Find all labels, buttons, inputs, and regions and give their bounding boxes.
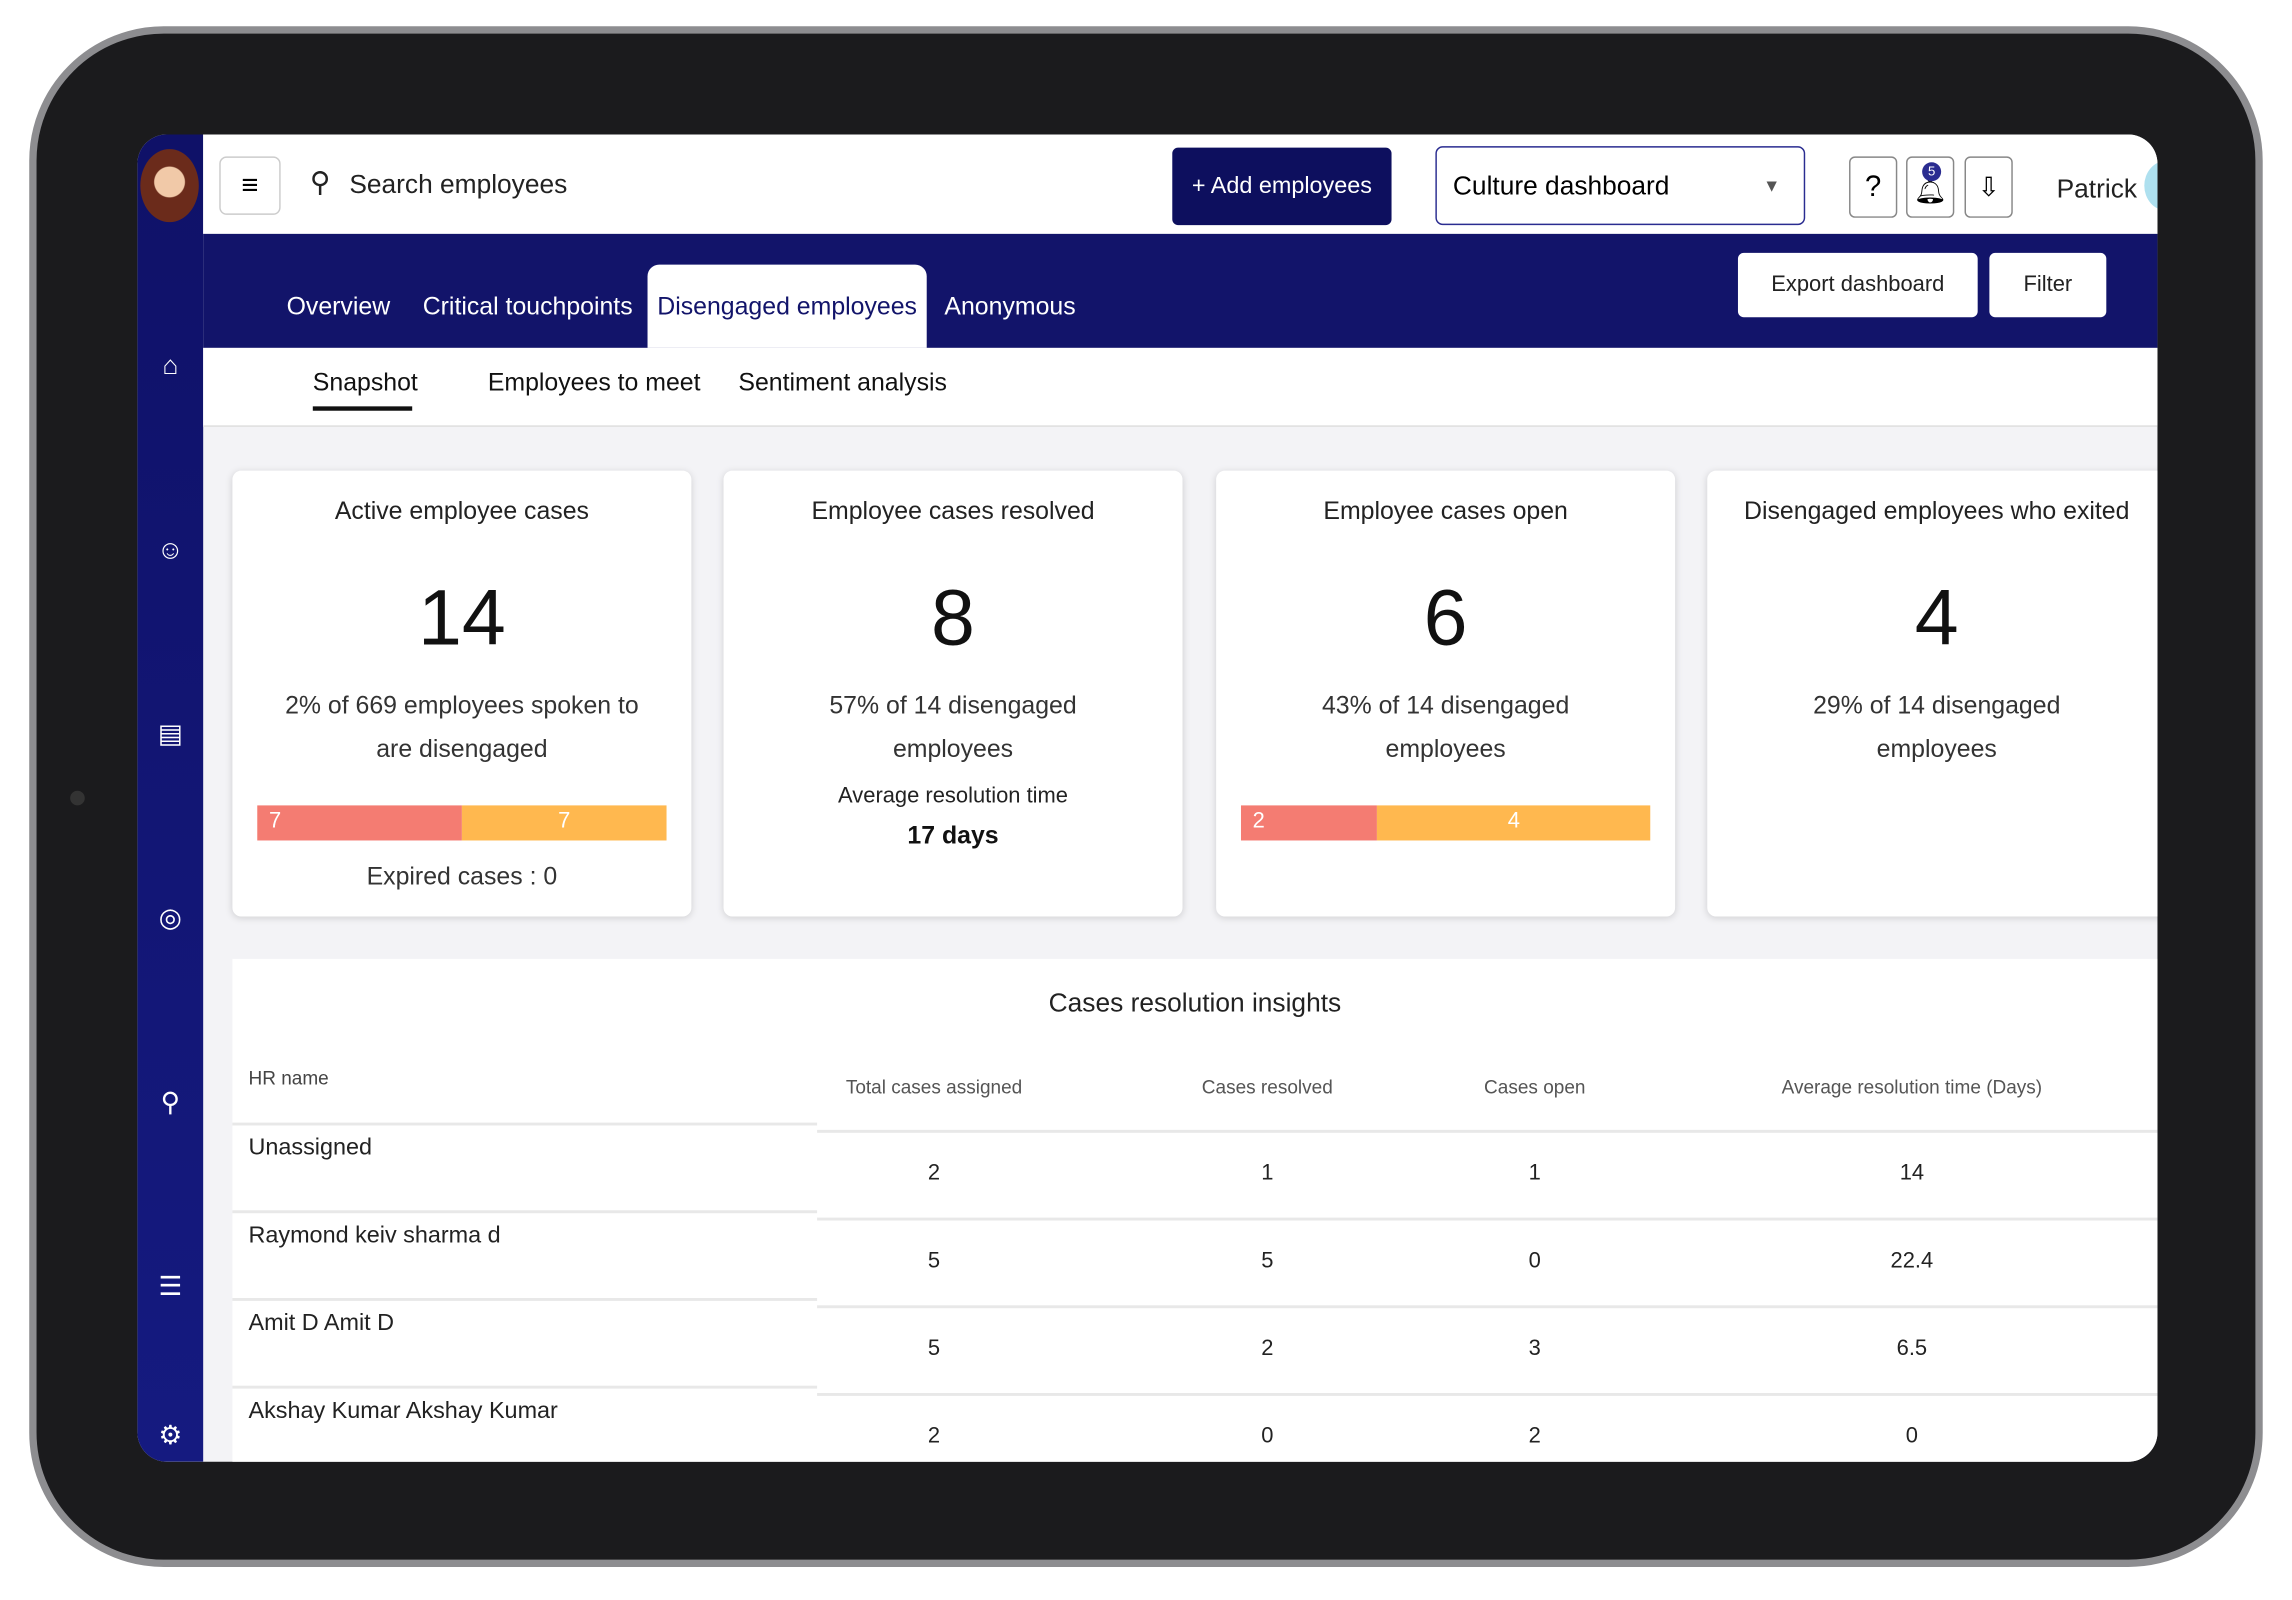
column-header: Cases open bbox=[1484, 1075, 1586, 1098]
column-header: Total cases assigned bbox=[845, 1075, 1023, 1098]
row-divider bbox=[232, 1297, 818, 1301]
bar-segment bbox=[1240, 805, 1378, 841]
bar-segment bbox=[257, 805, 462, 841]
table-cell: 3 bbox=[1528, 1335, 1541, 1361]
card-title: Active employee cases bbox=[334, 496, 589, 525]
table-cell: 2 bbox=[927, 1160, 941, 1186]
tab[interactable]: Overview bbox=[286, 292, 391, 321]
detail-label: Average resolution time bbox=[838, 783, 1069, 809]
card-subtitle: 2% of 669 employees spoken to are diseng… bbox=[285, 691, 639, 764]
table-cell: 0 bbox=[1261, 1423, 1274, 1449]
row-divider bbox=[232, 1385, 818, 1389]
action-button[interactable]: Export dashboard bbox=[1737, 252, 1978, 318]
top-bar: ≡ ⚲ Search employees + Add employees Cul… bbox=[203, 134, 2158, 234]
table-cell: 2 bbox=[927, 1423, 941, 1449]
subtab-bar: Snapshot Employees to meet Sentiment analy… bbox=[203, 347, 2158, 427]
card-footer: Expired cases : 0 bbox=[366, 862, 558, 891]
card-value: 4 bbox=[1914, 574, 1959, 663]
card: Active employee cases 14 2% of 669 employe… bbox=[232, 470, 692, 917]
user-avatar bbox=[2144, 160, 2158, 211]
detail-value: 17 days bbox=[907, 821, 999, 850]
screen: ⌂ ☺ ▤ ◎ ⚲ ☰ ▦ ⚙ ≡ ⚲ Search employees + A… bbox=[137, 134, 2158, 1462]
notification-button[interactable]: 🔔︎ 5 bbox=[1906, 156, 1955, 218]
card-value: 8 bbox=[931, 574, 975, 663]
card: Employee cases resolved 8 57% of 14 diseng… bbox=[723, 470, 1183, 917]
tab[interactable]: Disengaged employees bbox=[647, 264, 927, 348]
settings-icon[interactable]: ⚙ bbox=[158, 1420, 183, 1451]
card: Employee cases open 6 43% of 14 disengaged… bbox=[1216, 470, 1676, 917]
column-header: HR name bbox=[248, 1067, 329, 1089]
hr-name: Unassigned bbox=[248, 1135, 373, 1161]
segment-label: 7 bbox=[558, 808, 571, 834]
table-cell: 1 bbox=[1528, 1160, 1541, 1186]
hr-name: Raymond keiv sharma d bbox=[248, 1223, 501, 1249]
subtab[interactable]: Employees to meet bbox=[487, 368, 701, 397]
card-value: 14 bbox=[417, 574, 506, 663]
tab[interactable]: Critical touchpoints bbox=[422, 292, 633, 321]
action-button[interactable]: Filter bbox=[1989, 252, 2107, 318]
notification-badge: 5 bbox=[1922, 162, 1942, 182]
table-cell: 2 bbox=[1261, 1335, 1274, 1361]
row-divider bbox=[817, 1305, 2158, 1309]
bar-segment bbox=[1377, 805, 1651, 841]
table-cell: 1 bbox=[1261, 1160, 1274, 1186]
subtab[interactable]: Snapshot bbox=[312, 368, 418, 411]
plus: + bbox=[1191, 173, 1211, 199]
column-header: Cases resolved bbox=[1201, 1075, 1333, 1098]
card-title: Disengaged employees who exited bbox=[1744, 496, 2130, 525]
table-cell: 22.4 bbox=[1890, 1248, 1934, 1274]
dashboard-select[interactable]: Culture dashboard ▼ bbox=[1435, 146, 1806, 226]
menu-button[interactable]: ≡ bbox=[219, 156, 281, 215]
card-title: Employee cases open bbox=[1323, 496, 1568, 525]
search-icon: ⚲ bbox=[309, 168, 331, 199]
table-panel: Cases resolution insights HR name Total ca… bbox=[232, 958, 2158, 1462]
help-button[interactable]: ? bbox=[1849, 156, 1898, 218]
download-button[interactable]: ⇩ bbox=[1964, 156, 2013, 218]
segment-label: 7 bbox=[268, 808, 282, 834]
caret: ▼ bbox=[1762, 175, 1781, 196]
table-cell: 5 bbox=[927, 1335, 941, 1361]
hr-name: Amit D Amit D bbox=[248, 1311, 395, 1336]
card-subtitle: 43% of 14 disengaged employees bbox=[1321, 691, 1570, 764]
table-cell: 14 bbox=[1899, 1160, 1925, 1186]
avatar bbox=[140, 149, 199, 223]
table-cell: 0 bbox=[1905, 1423, 1919, 1449]
sidebar: ⌂ ☺ ▤ ◎ ⚲ ☰ ▦ ⚙ bbox=[137, 134, 204, 1462]
column-header: Average resolution time (Days) bbox=[1781, 1075, 2043, 1098]
search-input[interactable]: Search employees bbox=[349, 169, 568, 199]
card-title: Employee cases resolved bbox=[811, 496, 1095, 525]
add-label: Add employees bbox=[1210, 173, 1372, 199]
table-cell: 0 bbox=[1528, 1248, 1541, 1274]
select-label: Culture dashboard bbox=[1452, 171, 1670, 201]
card-value: 6 bbox=[1423, 574, 1468, 663]
segment-label: 4 bbox=[1507, 808, 1520, 834]
table-title: Cases resolution insights bbox=[1048, 988, 1342, 1018]
row-divider bbox=[232, 1122, 818, 1126]
bar-segment bbox=[461, 805, 667, 841]
row-divider bbox=[817, 1129, 2158, 1133]
hr-name: Akshay Kumar Akshay Kumar bbox=[248, 1398, 558, 1424]
add-button[interactable]: + Add employees bbox=[1172, 147, 1392, 226]
camera bbox=[70, 790, 85, 806]
sidebar-icons: ⌂ ☺ ▤ ◎ ⚲ ☰ ▦ bbox=[156, 350, 184, 1462]
table-cell: 2 bbox=[1528, 1423, 1541, 1449]
tab[interactable]: Anonymous bbox=[944, 292, 1076, 321]
card: Disengaged employees who exited 4 29% of 1… bbox=[1707, 470, 2158, 917]
card-subtitle: 29% of 14 disengaged employees bbox=[1813, 691, 2061, 764]
table-cell: 5 bbox=[927, 1248, 941, 1274]
card-subtitle: 57% of 14 disengaged employees bbox=[829, 691, 1077, 764]
subtab[interactable]: Sentiment analysis bbox=[738, 368, 947, 397]
table-cell: 6.5 bbox=[1896, 1335, 1928, 1361]
user-name[interactable]: Patrick bbox=[2056, 173, 2138, 204]
row-divider bbox=[817, 1393, 2158, 1396]
table-cell: 5 bbox=[1261, 1248, 1274, 1274]
row-divider bbox=[817, 1217, 2158, 1221]
tab-bar: Overview Critical touchpoints Disengaged e… bbox=[203, 233, 2158, 348]
row-divider bbox=[232, 1210, 818, 1214]
segment-label: 2 bbox=[1252, 808, 1265, 834]
